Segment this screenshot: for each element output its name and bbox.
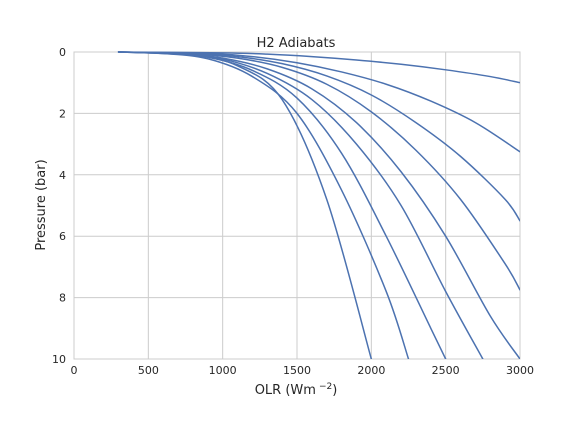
y-tick-label: 2	[59, 107, 66, 120]
tick-labels: 0 500 1000 1500 2000 2500 3000 0 2 4 6 8 10	[52, 46, 534, 377]
x-tick-label: 3000	[506, 364, 534, 377]
y-tick-label: 0	[59, 46, 66, 59]
x-axis-label-sup: −2	[319, 382, 332, 392]
x-tick-label: 500	[138, 364, 159, 377]
grid	[73, 51, 521, 360]
y-axis-label: Pressure (bar)	[34, 159, 49, 250]
y-tick-label: 10	[52, 353, 66, 366]
x-tick-label: 1500	[283, 364, 311, 377]
x-axis-label-close: )	[332, 383, 337, 398]
x-axis-label-main: OLR (Wm	[255, 383, 316, 398]
adiabat-line-9	[117, 51, 520, 84]
x-tick-label: 1000	[209, 364, 237, 377]
adiabat-line-8	[117, 51, 520, 153]
x-tick-label: 2500	[432, 364, 460, 377]
adiabat-line-5	[117, 51, 520, 359]
y-tick-label: 4	[59, 169, 66, 182]
y-tick-label: 8	[59, 292, 66, 305]
series-group	[117, 51, 520, 359]
y-tick-label: 6	[59, 230, 66, 243]
x-tick-label: 2000	[357, 364, 385, 377]
x-axis-label: OLR (Wm −2)	[255, 382, 338, 398]
x-tick-label: 0	[71, 364, 78, 377]
chart-title: H2 Adiabats	[257, 36, 336, 51]
